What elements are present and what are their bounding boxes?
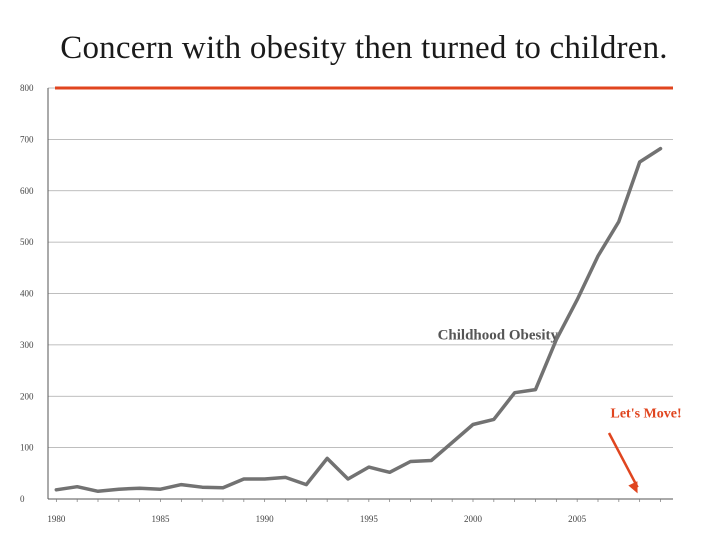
x-tick-label-1995: 1995 <box>360 514 379 524</box>
x-tick-label-2005: 2005 <box>568 514 587 524</box>
annotation-arrow-shaft <box>607 432 639 488</box>
annotations: Childhood Obesity Let's Move! <box>438 328 682 494</box>
grid-lines <box>48 87 673 449</box>
y-tick-label-0: 0 <box>20 494 25 504</box>
y-tick-label-500: 500 <box>20 237 34 247</box>
series-line-childhood-obesity <box>54 146 663 494</box>
annotation-arrow-head <box>628 481 638 494</box>
y-tick-label-200: 200 <box>20 391 34 401</box>
x-tick-label-1980: 1980 <box>47 514 66 524</box>
slide-title: Concern with obesity then turned to chil… <box>60 30 668 66</box>
y-tick-label-300: 300 <box>20 340 34 350</box>
y-tick-label-700: 700 <box>20 134 34 144</box>
y-tick-label-600: 600 <box>20 186 34 196</box>
y-tick-label-400: 400 <box>20 289 34 299</box>
axes: 0 100 200 300 400 500 600 700 800 1980 1985 1990 199… <box>20 83 673 524</box>
y-tick-label-800: 800 <box>20 83 34 93</box>
x-tick-label-2000: 2000 <box>464 514 483 524</box>
x-tick-label-1985: 1985 <box>152 514 171 524</box>
series-layer <box>54 86 673 494</box>
annotation-lets-move: Let's Move! <box>611 407 682 422</box>
series-label-childhood-obesity: Childhood Obesity <box>438 328 559 344</box>
y-tick-label-100: 100 <box>20 443 34 453</box>
x-tick-label-1990: 1990 <box>256 514 275 524</box>
